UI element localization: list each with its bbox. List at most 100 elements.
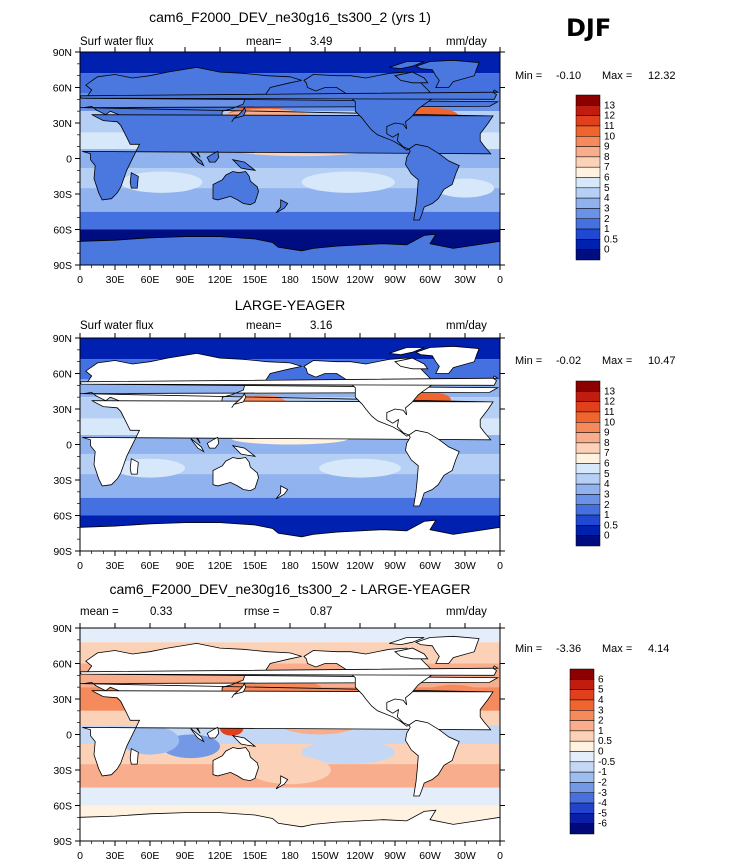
colorbar-swatch <box>575 197 601 209</box>
colorbar-swatch <box>575 463 601 475</box>
coastline-nz <box>275 199 289 214</box>
colorbar-label: -2 <box>598 777 607 788</box>
coastline-newguinea <box>231 445 257 457</box>
coastline-samerica <box>405 429 460 507</box>
colorbar-swatch <box>575 504 601 516</box>
x-tick-label: 90W <box>384 274 406 286</box>
y-tick-label: 60N <box>53 369 72 381</box>
colorbar-label: 1 <box>604 224 610 235</box>
panel-3-max-value: 4.14 <box>648 643 670 655</box>
x-tick-label: 0 <box>77 560 83 572</box>
colorbar-label: 13 <box>604 386 616 397</box>
field-feature-2 <box>301 740 396 765</box>
colorbar-label: 13 <box>604 100 616 111</box>
x-tick-label: 150W <box>311 274 339 286</box>
y-tick-label: 60S <box>53 511 72 523</box>
colorbar-swatch <box>575 94 601 106</box>
colorbar-swatch <box>575 136 601 147</box>
colorbar-swatch <box>575 514 601 526</box>
coastline-japan <box>231 392 247 409</box>
colorbar-label: 9 <box>604 142 610 153</box>
colorbar-label: 5 <box>604 183 610 194</box>
colorbar-label: 2 <box>598 716 604 727</box>
panel-1-variable-label: Surf water flux <box>80 36 154 48</box>
colorbar-label: 9 <box>604 428 610 439</box>
colorbar-label: 1 <box>604 510 610 521</box>
colorbar-swatch <box>575 218 601 230</box>
y-tick-label: 30S <box>53 765 72 777</box>
colorbar-label: 0 <box>604 531 610 542</box>
x-tick-label: 150E <box>243 850 268 862</box>
colorbar-swatch <box>575 380 601 392</box>
panel-3-min-value: -3.36 <box>556 643 582 655</box>
y-tick-label: 0 <box>66 730 72 742</box>
colorbar-label: 0.5 <box>604 520 618 531</box>
y-tick-label: 30N <box>53 404 72 416</box>
x-tick-label: 120E <box>208 850 233 862</box>
colorbar-swatch <box>569 668 595 680</box>
colorbar-label: -5 <box>598 808 607 819</box>
colorbar-label: 0.5 <box>604 234 618 245</box>
coastline-borneo <box>206 150 220 163</box>
coastline-antarctica <box>80 233 500 265</box>
panel-2-max-label: Max = <box>602 355 633 367</box>
colorbar-swatch <box>569 802 595 814</box>
colorbar-swatch <box>575 228 601 240</box>
colorbar-swatch <box>575 525 601 536</box>
colorbar-swatch <box>575 115 601 127</box>
x-tick-label: 120W <box>346 850 374 862</box>
colorbar-label: 7 <box>604 448 610 459</box>
panel-1-mean-label: mean= <box>246 36 282 48</box>
panel-2-title: LARGE-YEAGER <box>234 297 346 313</box>
colorbar-label: 3 <box>598 705 604 716</box>
field-feature-4 <box>120 171 203 193</box>
x-tick-label: 60E <box>141 560 160 572</box>
x-tick-label: 150E <box>243 560 268 572</box>
panel-1-title: cam6_F2000_DEV_ne30g16_ts300_2 (yrs 1) <box>149 9 431 25</box>
colorbar-label: 1 <box>598 726 604 737</box>
panel-3-rmse-value: 0.87 <box>310 606 333 618</box>
panel-2-max-value: 10.47 <box>648 355 676 367</box>
colorbar-swatch <box>569 771 595 783</box>
x-tick-label: 90W <box>384 560 406 572</box>
y-tick-label: 30S <box>53 475 72 487</box>
colorbar-swatch <box>575 177 601 189</box>
panel-1-min-label: Min = <box>515 70 543 82</box>
x-tick-label: 180 <box>281 274 299 286</box>
coastline-greenland <box>414 59 480 88</box>
x-tick-label: 90W <box>384 850 406 862</box>
panel-1-min-value: -0.10 <box>556 70 582 82</box>
coastline-uk <box>80 375 500 386</box>
panel-3-max-label: Max = <box>602 643 633 655</box>
colorbar-label: 8 <box>604 438 610 449</box>
colorbar-label: 0.5 <box>598 736 612 747</box>
panel-1-mean-value: 3.49 <box>310 36 333 48</box>
panel-3-mean-value: 0.33 <box>150 606 173 618</box>
y-tick-label: 0 <box>66 154 72 166</box>
coastline-baffin <box>394 357 429 370</box>
coastline-nz <box>275 485 289 500</box>
coastline-uk <box>80 89 500 100</box>
x-tick-label: 120E <box>208 274 233 286</box>
panel-2-variable-label: Surf water flux <box>80 320 154 332</box>
y-tick-label: 30N <box>53 694 72 706</box>
coastline-newguinea <box>231 735 257 747</box>
x-tick-label: 0 <box>497 850 503 862</box>
coastline-madagascar <box>129 458 139 475</box>
colorbar-label: -3 <box>598 788 607 799</box>
colorbar-swatch <box>569 699 595 711</box>
colorbar-swatch <box>575 146 601 158</box>
panel-2-mean-value: 3.16 <box>310 320 333 332</box>
colorbar-swatch <box>575 422 601 433</box>
map-panel-1: 0 30E 60E 90E 120E 150E 180 150W 120W 90W 60W 30W 09… <box>53 47 505 286</box>
x-tick-label: 60E <box>141 850 160 862</box>
coastline-sumatra <box>190 152 205 167</box>
map-field <box>80 628 500 841</box>
y-tick-label: 30N <box>53 118 72 130</box>
colorbar-swatch <box>575 187 601 199</box>
x-tick-label: 30E <box>106 560 125 572</box>
panel-2-mean-label: mean= <box>246 320 282 332</box>
colorbar-label: 2 <box>604 214 610 225</box>
